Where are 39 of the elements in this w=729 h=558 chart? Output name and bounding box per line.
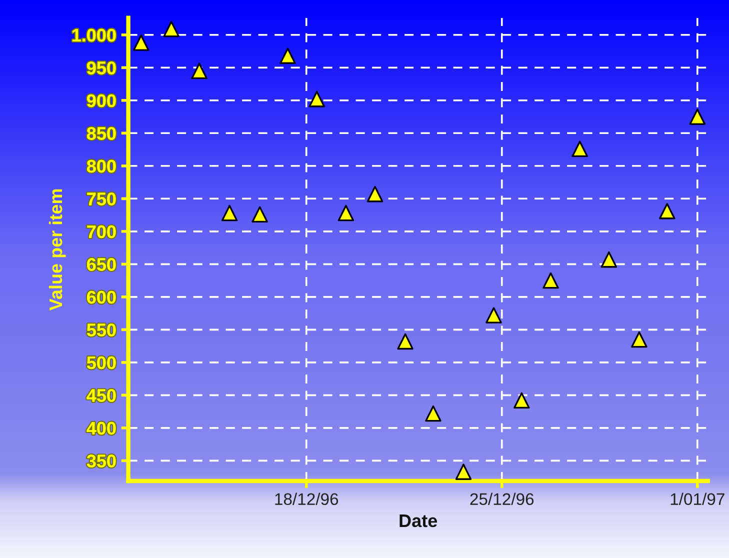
y-tick-label: 900: [87, 94, 116, 108]
y-tick-label: 950: [87, 62, 116, 74]
y-tick-label: 700: [87, 225, 116, 238]
y-tick-label: 500: [86, 356, 116, 370]
point: [572, 140, 588, 157]
y-axis-title: Value per item: [48, 189, 66, 311]
point: [280, 48, 296, 64]
point: [689, 108, 706, 125]
y-tick-label: 550: [86, 324, 116, 336]
point: [659, 202, 676, 220]
y-tick-label: 350: [86, 454, 116, 468]
y-tick-label: 600: [87, 290, 116, 304]
point: [514, 392, 530, 409]
point: [132, 34, 150, 51]
y-tick-label: 800: [86, 160, 116, 173]
point: [455, 464, 472, 480]
point: [486, 307, 502, 324]
y-tick-label: 850: [86, 127, 116, 140]
y-tick-label: 1.000: [72, 28, 116, 42]
point: [631, 331, 648, 348]
point: [425, 405, 442, 422]
y-tick-label: 650: [87, 258, 116, 271]
y-tick-label: 750: [87, 192, 116, 206]
point: [191, 62, 208, 80]
point: [252, 206, 268, 222]
x-tick-label: 25/12/96: [470, 492, 534, 506]
point: [397, 333, 414, 350]
x-tick-label: 18/12/96: [275, 492, 338, 506]
point: [542, 272, 559, 289]
x-axis-title: Date: [400, 514, 438, 528]
point: [163, 20, 180, 38]
point: [338, 204, 354, 222]
point: [600, 251, 618, 268]
y-tick-label: 450: [86, 389, 116, 402]
point: [366, 186, 384, 202]
point: [221, 204, 238, 222]
point: [308, 90, 325, 108]
y-tick-label: 400: [86, 422, 116, 435]
x-tick-label: 1/01/97: [670, 492, 724, 506]
